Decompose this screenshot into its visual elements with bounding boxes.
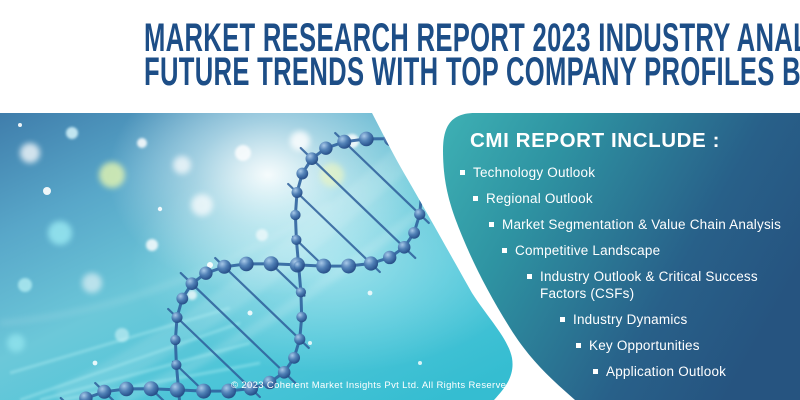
- page-title: MARKET RESEARCH REPORT 2023 INDUSTRY ANA…: [0, 0, 800, 94]
- panel-content: CMI REPORT INCLUDE : Technology Outlook …: [452, 128, 797, 389]
- list-item-competitive-landscape: Competitive Landscape: [502, 242, 797, 259]
- bullet-square-icon: [460, 170, 465, 175]
- list-item-technology-outlook: Technology Outlook: [460, 164, 797, 181]
- banner-header: MARKET RESEARCH REPORT 2023 INDUSTRY ANA…: [0, 0, 800, 113]
- bullet-square-icon: [489, 222, 494, 227]
- list-item-regional-outlook: Regional Outlook: [473, 190, 797, 207]
- panel-shape: [443, 113, 800, 400]
- list-item-application-outlook: Application Outlook: [593, 363, 797, 380]
- bullet-square-icon: [593, 369, 598, 374]
- ray-fan: [9, 306, 261, 400]
- bullet-square-icon: [560, 317, 565, 322]
- list-item-industry-outlook-csfs: Industry Outlook & Critical Success Fact…: [527, 268, 797, 302]
- panel-heading: CMI REPORT INCLUDE :: [470, 129, 721, 152]
- report-include-panel: [443, 113, 800, 400]
- bullet-square-icon: [527, 274, 532, 279]
- bullet-square-icon: [576, 343, 581, 348]
- report-include-list: Technology Outlook Regional Outlook Mark…: [452, 164, 797, 380]
- list-item-key-opportunities: Key Opportunities: [576, 337, 797, 354]
- bullet-square-icon: [473, 196, 478, 201]
- list-item-market-segmentation: Market Segmentation & Value Chain Analys…: [489, 216, 797, 233]
- title-line-2: FUTURE TRENDS WITH TOP COMPANY PROFILES …: [144, 50, 800, 94]
- list-item-industry-dynamics: Industry Dynamics: [560, 311, 797, 328]
- bullet-square-icon: [502, 248, 507, 253]
- dna-photo: [0, 113, 513, 400]
- copyright-text: © 2023 Coherent Market Insights Pvt Ltd.…: [231, 380, 515, 391]
